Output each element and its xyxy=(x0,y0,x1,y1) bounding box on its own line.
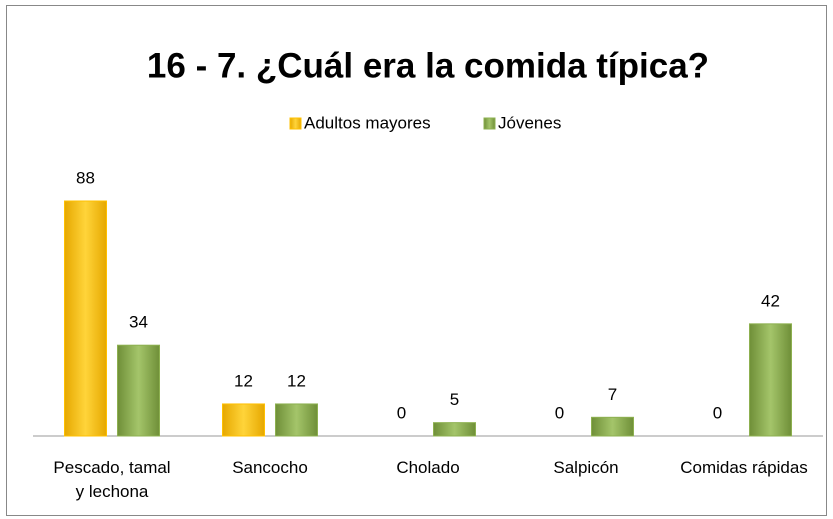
legend-swatch xyxy=(483,117,496,130)
data-label: 7 xyxy=(608,385,617,404)
bar xyxy=(275,403,318,437)
x-tick-label: Pescado, tamal y lechona xyxy=(53,458,171,501)
data-label: 12 xyxy=(287,371,306,390)
data-label: 12 xyxy=(234,371,253,390)
data-label: 88 xyxy=(76,168,95,187)
data-label: 42 xyxy=(761,291,780,310)
bar xyxy=(117,344,160,437)
data-label: 5 xyxy=(450,390,459,409)
bar xyxy=(749,323,792,437)
x-tick-label: Sancocho xyxy=(232,458,308,477)
data-label: 0 xyxy=(397,403,406,422)
x-tick-label: Cholado xyxy=(396,458,460,477)
legend-label: Jóvenes xyxy=(498,113,561,132)
x-tick-label: Comidas rápidas xyxy=(680,458,808,477)
bar xyxy=(64,200,107,437)
bar xyxy=(222,403,265,437)
bar xyxy=(433,422,476,437)
legend-label: Adultos mayores xyxy=(304,113,431,132)
chart-title: 16 - 7. ¿Cuál era la comida típica? xyxy=(147,46,709,85)
data-label: 0 xyxy=(555,403,564,422)
legend-swatch xyxy=(289,117,302,130)
data-label: 0 xyxy=(713,403,722,422)
data-label: 34 xyxy=(129,313,148,332)
bar xyxy=(591,416,634,437)
x-tick-label: Salpicón xyxy=(553,458,619,477)
